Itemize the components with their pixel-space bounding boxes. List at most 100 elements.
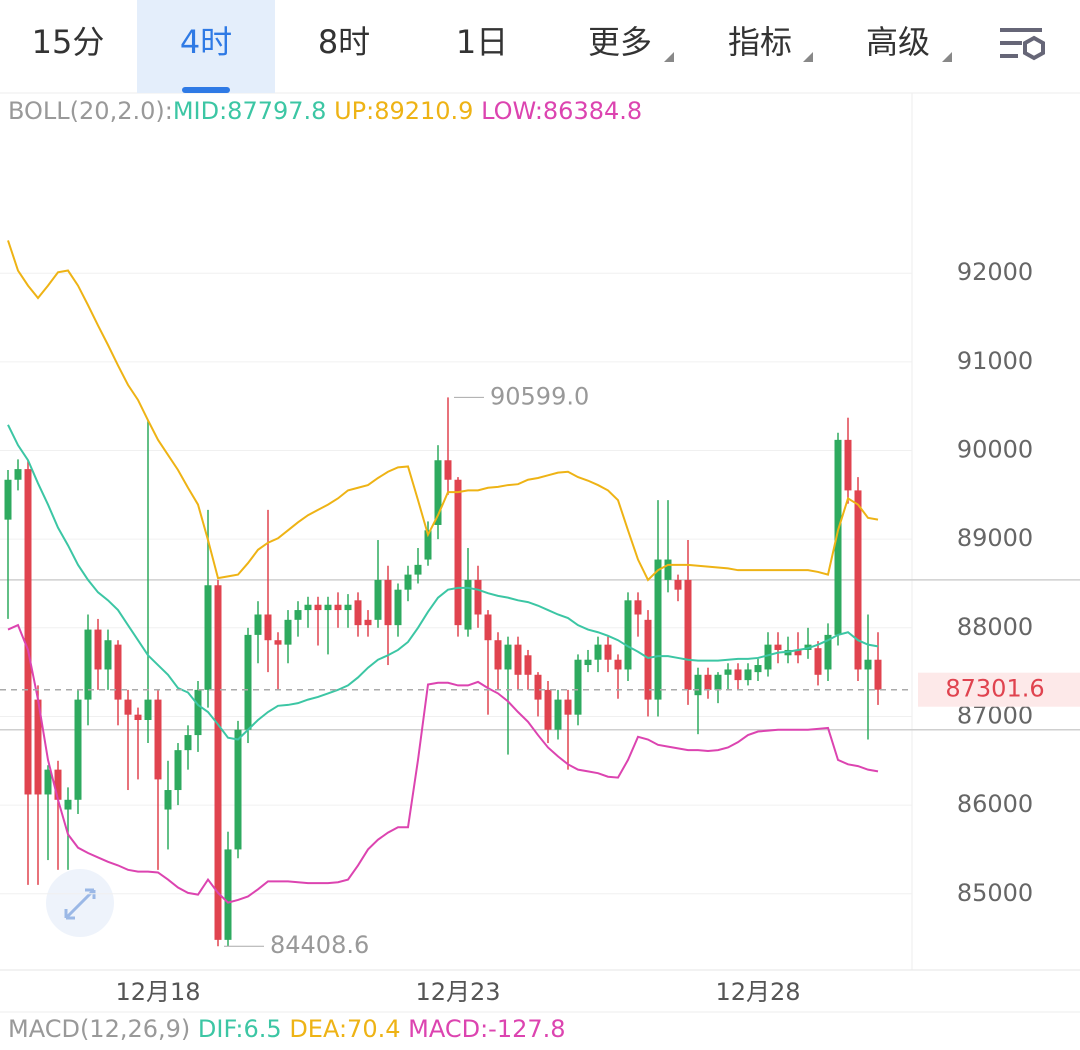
candle-body [754, 665, 762, 673]
expand-button[interactable] [46, 869, 114, 937]
candle-body [384, 579, 392, 626]
candle-body [824, 634, 832, 670]
candle-body [144, 699, 152, 720]
candle-body [64, 799, 72, 810]
candle-body [134, 714, 142, 720]
last-price-label: 87301.6 [945, 675, 1044, 703]
candle-body [324, 604, 332, 611]
tab[interactable]: 4时 [180, 23, 232, 61]
macd-entry: DIF:6.5 [198, 1015, 282, 1043]
candle-body [94, 629, 102, 670]
candle-body [284, 619, 292, 645]
candle-body [334, 604, 342, 611]
macd-legend: MACD(12,26,9) DIF:6.5 DEA:70.4 MACD:-127… [8, 1015, 566, 1043]
candle-body [484, 614, 492, 641]
candle-body [414, 564, 422, 575]
candle-body [574, 659, 582, 715]
tab[interactable]: 1日 [456, 23, 508, 61]
candle-body [84, 629, 92, 700]
tab[interactable]: 8时 [318, 23, 370, 61]
candle-body [24, 469, 32, 795]
candle-body [794, 649, 802, 656]
candle-body [724, 669, 732, 675]
macd-entry: DEA:70.4 [289, 1015, 400, 1043]
candle-body [644, 619, 652, 700]
candle-body [264, 614, 272, 641]
tab[interactable]: 15分 [32, 23, 105, 61]
x-tick-label: 12月23 [415, 978, 500, 1006]
candle-body [44, 769, 52, 795]
active-tab-bg [137, 0, 275, 93]
candle-body [364, 619, 372, 626]
candle-body [674, 579, 682, 590]
candle-body [524, 655, 532, 675]
candle-body [174, 750, 182, 791]
legend-entry: UP:89210.9 [334, 97, 473, 125]
candle-body [124, 699, 132, 715]
boll-legend: BOLL(20,2.0):MID:87797.8 UP:89210.9 LOW:… [8, 97, 642, 125]
candle-body [764, 644, 772, 670]
tab[interactable]: 指标 [728, 23, 792, 61]
candle-body [814, 648, 822, 675]
candle-body [624, 600, 632, 670]
candle-body [874, 659, 882, 690]
candle-body [714, 674, 722, 690]
candle-body [274, 640, 282, 645]
min-label: 84408.6 [270, 931, 369, 959]
boll-line [7, 623, 879, 904]
candle-body [474, 579, 482, 615]
candle-body [654, 559, 662, 700]
candle-body [34, 699, 42, 795]
candle-body [404, 574, 412, 590]
legend-entry: MID:87797.8 [173, 97, 327, 125]
y-tick-label: 91000 [957, 347, 1033, 375]
candle-body [374, 579, 382, 620]
macd-label: MACD(12,26,9) [8, 1015, 190, 1043]
settings-icon[interactable] [1000, 28, 1045, 61]
candle-body [664, 559, 672, 580]
active-tab-indicator [182, 87, 230, 93]
candle-body [494, 640, 502, 670]
boll-line [7, 240, 879, 582]
candle-body [834, 439, 842, 635]
candle-body [434, 460, 442, 525]
candle-body [534, 674, 542, 700]
candle-body [54, 769, 62, 800]
candle-body [634, 600, 642, 615]
y-tick-label: 85000 [957, 879, 1033, 907]
candle-body [554, 699, 562, 730]
candle-body [204, 585, 212, 690]
candle-body [304, 604, 312, 611]
candle-body [734, 669, 742, 681]
y-tick-label: 92000 [957, 258, 1033, 286]
candle-body [164, 790, 172, 810]
candle-body [694, 674, 702, 696]
candle-body [4, 479, 12, 520]
candle-body [744, 669, 752, 681]
candle-body [224, 849, 232, 940]
candle-body [314, 604, 322, 611]
candle-body [154, 699, 162, 780]
candle-body [184, 735, 192, 751]
candle-body [194, 689, 202, 736]
candle-body [614, 659, 622, 670]
tab[interactable]: 高级 [866, 23, 930, 61]
candle-body [594, 644, 602, 660]
candle-body [244, 634, 252, 730]
dropdown-arrow [803, 52, 813, 62]
candle-body [544, 689, 552, 730]
dropdown-arrow [942, 52, 952, 62]
tab[interactable]: 更多 [588, 23, 652, 61]
candle-body [344, 604, 352, 611]
icon-hex [1023, 35, 1045, 61]
candle-body [394, 589, 402, 626]
candle-body [504, 644, 512, 670]
dropdown-arrow [664, 52, 674, 62]
candle-body [514, 644, 522, 675]
candle-body [74, 699, 82, 800]
y-tick-label: 88000 [957, 613, 1033, 641]
candle-body [564, 699, 572, 715]
candle-body [604, 644, 612, 660]
